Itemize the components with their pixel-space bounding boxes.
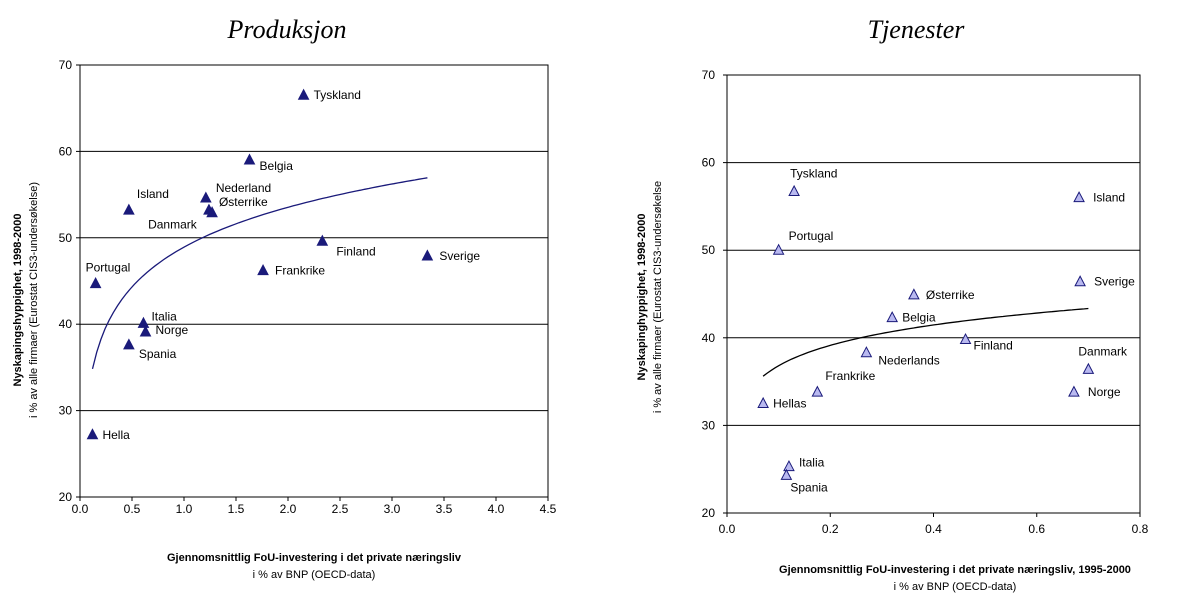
y-tick-label: 40 bbox=[59, 317, 73, 331]
y-tick-label: 40 bbox=[702, 331, 716, 345]
point-label: Tyskland bbox=[790, 167, 837, 181]
y-tick-label: 30 bbox=[59, 404, 73, 418]
data-point bbox=[421, 249, 434, 261]
data-point bbox=[86, 428, 99, 440]
point-label: Nederland bbox=[216, 181, 271, 195]
y-tick-label: 70 bbox=[702, 68, 716, 82]
chart-tjenester: Tjenester Nyskapinghyppighet, 1998-2000 … bbox=[636, 15, 1149, 593]
x-axis-label-sub: i % av BNP (OECD-data) bbox=[894, 581, 1017, 593]
data-point bbox=[139, 325, 152, 337]
y-axis-label: Nyskapinghyppighet, 1998-2000 bbox=[636, 214, 648, 381]
data-point bbox=[1068, 385, 1080, 397]
point-label: Island bbox=[1093, 191, 1125, 205]
point-label: Spania bbox=[139, 347, 177, 361]
point-label: Østerrike bbox=[219, 195, 268, 209]
x-tick-label: 4.5 bbox=[540, 502, 557, 516]
point-label: Finland bbox=[974, 339, 1013, 353]
x-tick-label: 2.0 bbox=[280, 502, 297, 516]
y-tick-label: 20 bbox=[702, 506, 716, 520]
x-axis-label: Gjennomsnittlig FoU-investering i det pr… bbox=[167, 552, 462, 564]
data-point bbox=[811, 385, 824, 397]
data-point bbox=[908, 288, 920, 300]
point-label: Sverige bbox=[439, 249, 480, 263]
chart-title: Produksjon bbox=[227, 15, 347, 44]
point-label: Portugal bbox=[789, 229, 834, 243]
data-point bbox=[297, 88, 310, 100]
trend-line bbox=[762, 307, 1089, 377]
x-tick-label: 0.4 bbox=[925, 522, 942, 536]
y-tick-label: 50 bbox=[702, 243, 716, 257]
chart-title: Tjenester bbox=[868, 15, 966, 44]
data-point bbox=[257, 264, 269, 276]
x-tick-label: 0.0 bbox=[72, 502, 89, 516]
y-axis-label: Nyskapingshyppighet, 1998-2000 bbox=[12, 213, 24, 386]
point-label: Island bbox=[137, 187, 169, 201]
point-label: Portugal bbox=[86, 261, 131, 275]
data-point bbox=[780, 468, 793, 480]
x-tick-label: 0.2 bbox=[822, 522, 839, 536]
y-axis-label-sub: i % av alle firmaer (Eurostat CIS3-under… bbox=[652, 181, 664, 413]
trend-line bbox=[91, 177, 428, 370]
y-tick-label: 30 bbox=[702, 418, 716, 432]
data-point bbox=[860, 346, 873, 358]
data-point bbox=[788, 184, 800, 197]
y-tick-label: 60 bbox=[702, 156, 716, 170]
data-point bbox=[959, 332, 972, 345]
data-point bbox=[1082, 362, 1095, 374]
point-label: Hellas bbox=[773, 397, 806, 411]
point-label: Spania bbox=[790, 480, 828, 494]
point-label: Italia bbox=[799, 456, 825, 470]
y-tick-label: 20 bbox=[59, 490, 73, 504]
point-label: Norge bbox=[1088, 385, 1121, 399]
point-label: Belgia bbox=[260, 159, 294, 173]
x-tick-label: 2.5 bbox=[332, 502, 349, 516]
point-label: Sverige bbox=[1094, 275, 1135, 289]
point-label: Danmark bbox=[1078, 344, 1128, 358]
x-tick-label: 0.0 bbox=[719, 522, 736, 536]
point-label: Hella bbox=[102, 428, 130, 442]
x-axis-label: Gjennomsnittlig FoU-investering i det pr… bbox=[779, 564, 1131, 576]
y-tick-label: 70 bbox=[59, 58, 73, 72]
data-point bbox=[772, 243, 785, 255]
point-label: Danmark bbox=[148, 218, 198, 232]
x-tick-label: 3.5 bbox=[436, 502, 453, 516]
point-label: Østerrike bbox=[926, 288, 975, 302]
y-axis-label-sub: i % av alle firmaer (Eurostat CIS3-under… bbox=[28, 182, 40, 418]
chart-produksjon: Produksjon Nyskapingshyppighet, 1998-200… bbox=[12, 15, 557, 581]
data-point bbox=[123, 338, 135, 350]
x-tick-label: 4.0 bbox=[488, 502, 505, 516]
point-label: Nederlands bbox=[878, 354, 939, 368]
plot-area bbox=[79, 64, 549, 498]
data-point bbox=[89, 277, 102, 289]
data-point bbox=[757, 396, 769, 408]
x-tick-label: 1.0 bbox=[176, 502, 193, 516]
point-label: Finland bbox=[336, 244, 375, 258]
x-tick-label: 0.5 bbox=[124, 502, 141, 516]
point-label: Belgia bbox=[902, 311, 936, 325]
data-point bbox=[137, 316, 150, 328]
point-label: Norge bbox=[156, 323, 189, 337]
x-tick-label: 3.0 bbox=[384, 502, 401, 516]
data-point bbox=[886, 311, 899, 323]
data-point bbox=[316, 234, 329, 246]
data-point bbox=[243, 153, 256, 165]
x-tick-label: 0.6 bbox=[1028, 522, 1045, 536]
x-tick-label: 0.8 bbox=[1132, 522, 1149, 536]
point-label: Frankrike bbox=[825, 369, 875, 383]
point-label: Italia bbox=[151, 309, 177, 323]
data-point bbox=[1074, 275, 1086, 287]
data-point bbox=[783, 459, 795, 472]
y-tick-label: 60 bbox=[59, 144, 73, 158]
point-label: Frankrike bbox=[275, 264, 325, 278]
x-tick-label: 1.5 bbox=[228, 502, 245, 516]
y-tick-label: 50 bbox=[59, 231, 73, 245]
point-label: Tyskland bbox=[314, 88, 361, 102]
data-point bbox=[200, 191, 212, 203]
x-axis-label-sub: i % av BNP (OECD-data) bbox=[253, 569, 376, 581]
data-point bbox=[123, 203, 135, 215]
data-point bbox=[206, 206, 218, 218]
data-point bbox=[1073, 191, 1085, 203]
